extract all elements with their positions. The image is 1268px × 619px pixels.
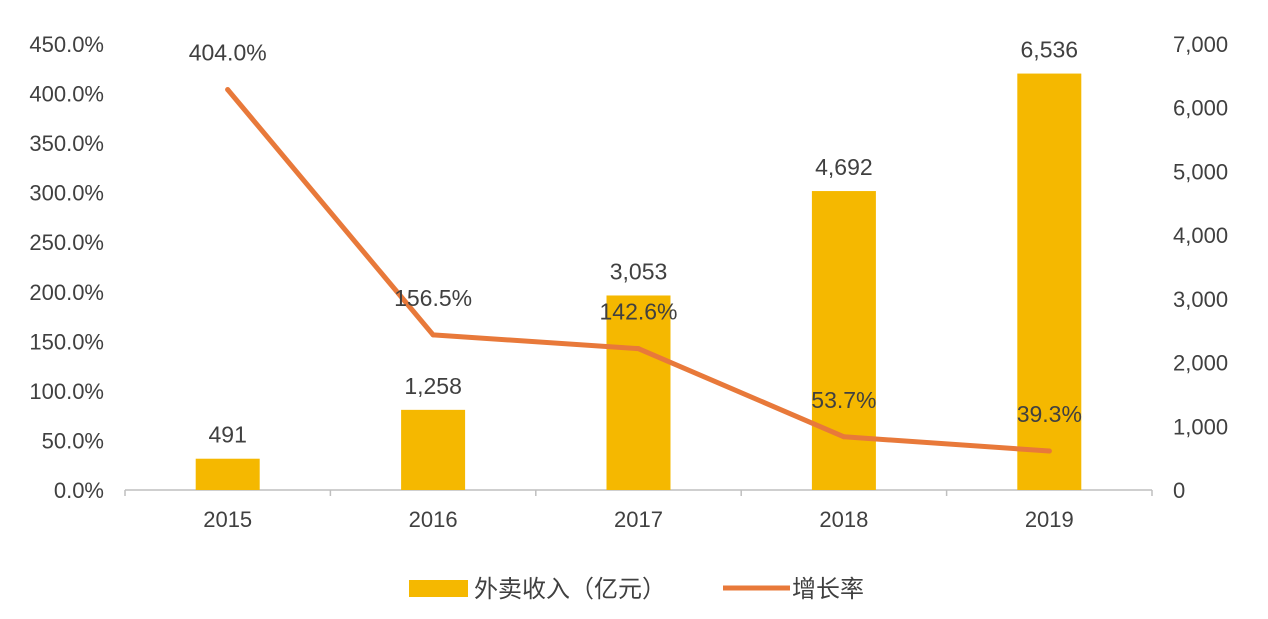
data-labels: 491 1,258 3,053 4,692 6,536 404.0% 156.5% 142.6… [189, 37, 1082, 448]
right-axis-tick-label: 1,000 [1173, 414, 1228, 439]
line-point [225, 87, 231, 93]
line-value-label: 142.6% [599, 299, 677, 325]
left-axis-tick-label: 0.0% [54, 478, 104, 503]
bar [606, 295, 671, 490]
left-axis-tick-label: 250.0% [29, 230, 104, 255]
line-point [1046, 448, 1052, 454]
x-axis-tick-label: 2017 [614, 507, 663, 532]
line-series [225, 87, 1052, 454]
line-point [430, 332, 436, 338]
x-axis-tick-label: 2019 [1025, 507, 1074, 532]
x-axis-tick-label: 2018 [819, 507, 868, 532]
right-axis-tick-label: 7,000 [1173, 32, 1228, 57]
legend: 外卖收入（亿元） 增长率 [409, 576, 864, 603]
bar-value-label: 491 [209, 422, 247, 448]
line-value-label: 53.7% [811, 387, 876, 413]
x-axis-ticks: 2015 2016 2017 2018 2019 [124, 490, 1153, 532]
left-axis-tick-label: 300.0% [29, 181, 104, 206]
bar-value-label: 4,692 [815, 154, 873, 180]
left-axis-tick-label: 450.0% [29, 32, 104, 57]
left-axis-tick-label: 100.0% [29, 379, 104, 404]
right-axis-tick-label: 5,000 [1173, 159, 1228, 184]
legend-swatch-bar [409, 580, 468, 597]
bar [1017, 73, 1082, 491]
left-axis-ticks: 0.0% 50.0% 100.0% 150.0% 200.0% 250.0% 300.0% 3… [29, 32, 104, 503]
bar-value-label: 3,053 [610, 258, 668, 284]
bar [401, 409, 466, 490]
line-value-label: 156.5% [394, 285, 472, 311]
legend-label-line: 增长率 [792, 576, 864, 603]
right-axis-tick-label: 3,000 [1173, 287, 1228, 312]
line-value-label: 404.0% [189, 40, 267, 66]
bar [195, 458, 260, 490]
right-axis-tick-label: 4,000 [1173, 223, 1228, 248]
bar-value-label: 6,536 [1021, 37, 1079, 63]
line-point [636, 346, 641, 352]
left-axis-tick-label: 400.0% [29, 82, 104, 107]
legend-label-bar: 外卖收入（亿元） [474, 576, 666, 603]
bar [811, 191, 876, 491]
left-axis-tick-label: 50.0% [42, 428, 104, 453]
x-axis-tick-label: 2016 [409, 507, 458, 532]
line-point [841, 434, 847, 440]
left-axis-tick-label: 150.0% [29, 329, 104, 354]
left-axis-tick-label: 200.0% [29, 280, 104, 305]
x-axis-tick-label: 2015 [203, 507, 252, 532]
line-value-label: 39.3% [1017, 401, 1082, 427]
bar-value-label: 1,258 [404, 373, 462, 399]
right-axis-tick-label: 0 [1173, 478, 1185, 503]
right-axis-ticks: 0 1,000 2,000 3,000 4,000 5,000 6,000 7,000 [1173, 32, 1228, 503]
left-axis-tick-label: 350.0% [29, 131, 104, 156]
right-axis-tick-label: 6,000 [1173, 96, 1228, 121]
right-axis-tick-label: 2,000 [1173, 351, 1228, 376]
